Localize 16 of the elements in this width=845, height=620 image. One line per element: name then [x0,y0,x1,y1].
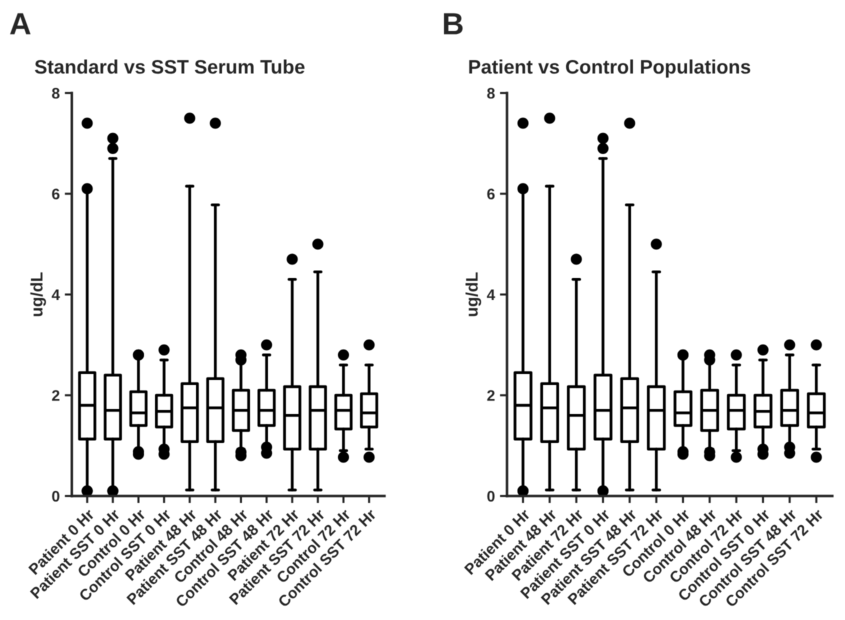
text: B [444,13,463,34]
text: A [10,13,31,34]
y-tick-label: 4 [52,290,60,300]
chart-title: Standard vs SST Serum Tube [34,59,304,74]
y-tick-label: 0 [487,490,495,502]
y-tick-label: 4 [486,290,496,300]
y-tick-label: 8 [52,88,60,99]
chart-title: Patient vs Control Populations [469,59,750,78]
y-tick-label: 8 [487,88,495,99]
y-axis-title: ug/dL [466,272,482,316]
y-tick-label: 6 [52,188,60,200]
y-tick-label: 2 [52,390,60,401]
y-axis-title: ug/dL [30,272,46,316]
y-tick-label: 0 [52,490,60,502]
y-tick-label: 2 [487,390,495,401]
y-tick-label: 6 [487,188,495,200]
